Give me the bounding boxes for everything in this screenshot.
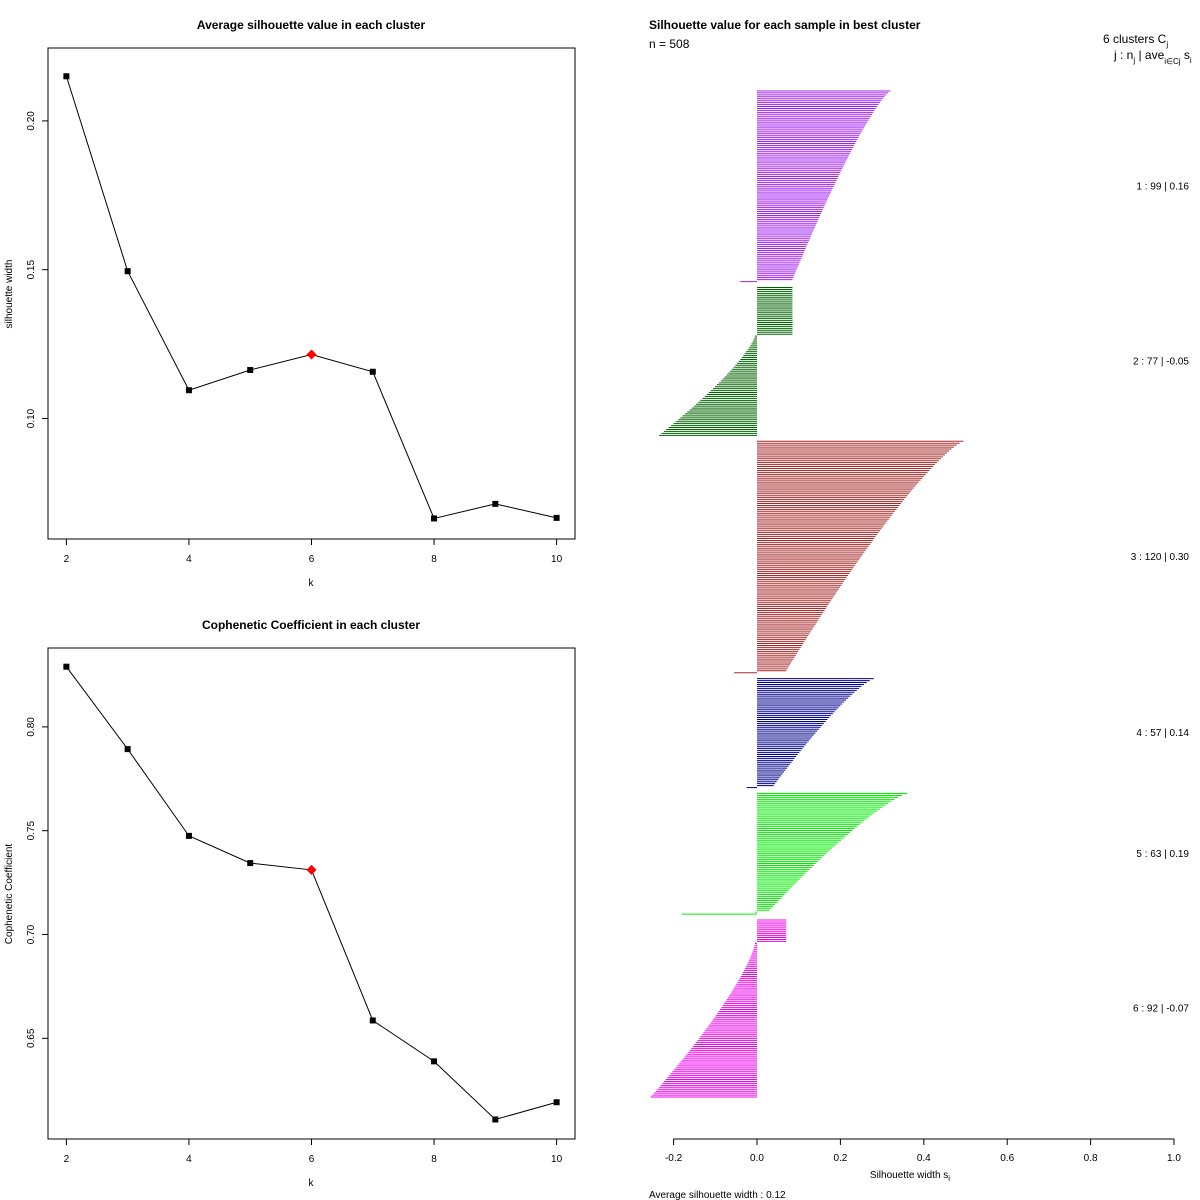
chart1-marks [63,73,560,522]
data-point [431,515,438,522]
chart3-footer: Average silhouette width : 0.12 [649,1190,786,1200]
data-point [247,366,254,373]
chart1-axes: 2 4 6 8 10 0.10 0.15 0.20 [26,111,563,565]
chart1-ylabel: silhouette width [4,260,15,329]
data-point [553,1099,560,1106]
x-tick-label: 4 [186,1154,192,1165]
data-point [492,500,499,507]
y-tick-label: 0.80 [26,717,37,737]
data-point [553,514,560,521]
y-tick-label: 0.10 [26,408,37,428]
x-tick-label: 2 [64,1154,70,1165]
data-point [124,268,131,275]
y-tick-label: 0.15 [26,260,37,280]
data-point [185,387,192,394]
chart3-xlabel: Silhouette width si [870,1170,950,1183]
data-point [369,368,376,375]
chart2-ylabel: Cophenetic Coefficient [4,844,15,945]
silhouette-bar-plot: Silhouette value for each sample in best… [649,18,1192,1200]
chart2-title: Cophenetic Coefficient in each cluster [202,618,420,632]
x-tick-label: 0.2 [833,1153,847,1164]
chart2-marks [63,663,560,1123]
x-tick-label: 8 [431,554,437,565]
chart1-title: Average silhouette value in each cluster [197,18,426,32]
chart2-plot-frame [47,647,576,1140]
highlight-point [306,349,317,360]
y-tick-label: 0.65 [26,1028,37,1048]
x-tick-label: 0.8 [1084,1153,1098,1164]
series-line [65,76,557,520]
chart3-cluster-labels: 1 : 99 | 0.16 2 : 77 | -0.05 3 : 120 | 0.3… [1131,181,1190,1014]
x-tick-label: 1.0 [1167,1153,1181,1164]
x-tick-label: 0.4 [917,1153,931,1164]
silhouette-line-chart: Average silhouette value in each cluster… [4,18,576,589]
chart1-xlabel: k [309,578,315,589]
x-tick-label: 8 [431,1154,437,1165]
x-tick-label: 6 [309,554,315,565]
chart3-header-line1: 6 clusters Cj [1103,32,1168,49]
y-tick-label: 0.75 [26,821,37,841]
chart3-bars [650,90,964,1098]
chart2-axes: 2 4 6 8 10 0.65 0.70 0.75 0.80 [26,717,563,1165]
data-point [185,832,192,839]
data-point [63,73,70,80]
x-tick-label: 2 [64,554,70,565]
chart1-plot-frame [47,47,576,540]
cluster-label: 1 : 99 | 0.16 [1136,181,1189,192]
x-tick-label: 10 [551,554,563,565]
data-point [63,663,70,670]
cluster-label: 3 : 120 | 0.30 [1131,552,1190,563]
chart3-axis: -0.2 0.0 0.2 0.4 0.6 0.8 1.0 [665,1138,1181,1164]
y-tick-label: 0.70 [26,924,37,944]
x-tick-label: 6 [309,1154,315,1165]
series-line [65,666,557,1121]
y-tick-label: 0.20 [26,111,37,131]
x-tick-label: 0.0 [750,1153,764,1164]
data-point [431,1058,438,1065]
chart3-title: Silhouette value for each sample in best… [649,18,921,32]
cluster-label: 4 : 57 | 0.14 [1136,728,1189,739]
highlight-point [306,864,317,875]
x-tick-label: -0.2 [665,1153,683,1164]
data-point [369,1017,376,1024]
cophenetic-line-chart: Cophenetic Coefficient in each cluster k… [4,618,576,1189]
cluster-label: 5 : 63 | 0.19 [1136,849,1189,860]
cluster-label: 2 : 77 | -0.05 [1133,356,1189,367]
x-tick-label: 0.6 [1000,1153,1014,1164]
chart3-n-label: n = 508 [649,37,690,51]
data-point [124,746,131,753]
cluster-label: 6 : 92 | -0.07 [1133,1004,1189,1015]
data-point [492,1116,499,1123]
data-point [247,860,254,867]
chart2-xlabel: k [309,1178,315,1189]
chart3-header-line2: j : nj | avei∈Cj si [1113,48,1192,66]
x-tick-label: 4 [186,554,192,565]
x-tick-label: 10 [551,1154,563,1165]
